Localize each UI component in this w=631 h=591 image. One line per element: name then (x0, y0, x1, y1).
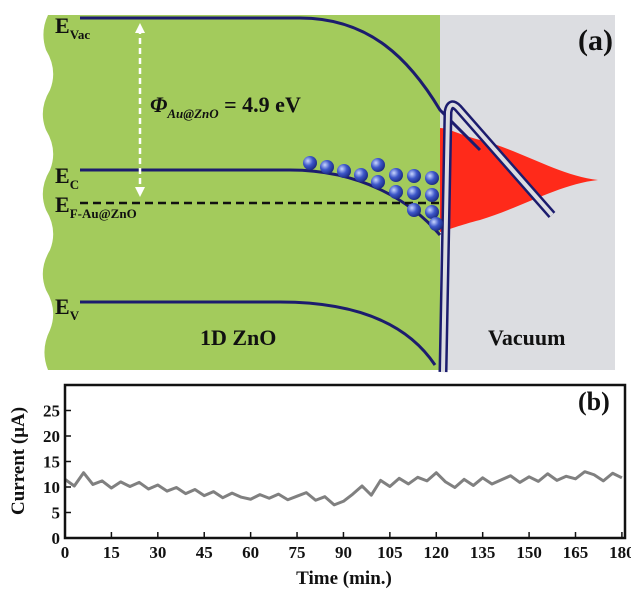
electron (429, 217, 443, 231)
electron (389, 185, 403, 199)
y-tick-label: 0 (52, 529, 61, 548)
y-tick-label: 5 (52, 504, 61, 523)
x-tick-label: 90 (335, 543, 352, 562)
panel-label: (a) (578, 24, 613, 57)
x-tick-label: 105 (377, 543, 403, 562)
x-tick-label: 30 (149, 543, 166, 562)
plot-frame (63, 383, 627, 540)
chart-title: (b) (578, 387, 610, 416)
x-tick-label: 0 (61, 543, 70, 562)
e-c-label: EC (55, 163, 79, 192)
x-tick-label: 15 (103, 543, 120, 562)
x-axis-label: Time (min.) (296, 568, 392, 589)
work-function-label: ΦAu@ZnO = 4.9 eV (150, 92, 301, 121)
label-sub: C (70, 177, 79, 192)
e-v-label: EV (55, 294, 80, 323)
label-rest: = 4.9 eV (219, 92, 301, 117)
e-vac-label: EVac (55, 13, 90, 42)
zno-region (42, 15, 441, 370)
label-sub: F-Au@ZnO (70, 206, 137, 221)
vacuum-label: Vacuum (488, 325, 565, 350)
valence-band (80, 300, 437, 366)
electron (407, 186, 421, 200)
label-main: E (55, 13, 70, 38)
x-tick-label: 165 (563, 543, 589, 562)
y-tick-label: 20 (43, 427, 60, 446)
band-diagram: EVac EC EF-Au@ZnO EV ΦAu@ZnO = 4.9 eV 1D… (42, 13, 615, 373)
data-line (64, 470, 623, 507)
electron (407, 203, 421, 217)
x-tick-label: 45 (196, 543, 213, 562)
electron (425, 171, 439, 185)
label-main: E (55, 163, 70, 188)
current-chart: Current (μA) Time (min.) (b) 0 5 10 15 20 25 0… (8, 383, 631, 589)
electron (354, 168, 368, 182)
label-sub: Vac (70, 27, 91, 42)
zno-label: 1D ZnO (200, 325, 276, 350)
label-sub: V (70, 308, 80, 323)
y-axis-label: Current (μA) (8, 407, 29, 515)
x-tick-label: 60 (242, 543, 259, 562)
x-tick-label: 150 (516, 543, 542, 562)
x-tick-label: 120 (424, 543, 450, 562)
electron (389, 168, 403, 182)
electron (371, 158, 385, 172)
electron (407, 169, 421, 183)
label-main: E (55, 294, 70, 319)
barrier-inner (441, 102, 554, 373)
x-tick-label: 75 (289, 543, 306, 562)
x-tick-label: 180 (609, 543, 631, 562)
label-sub: Au@ZnO (166, 106, 219, 121)
e-f-label: EF-Au@ZnO (55, 192, 137, 221)
vacuum-level (80, 16, 482, 152)
y-tick-label: 15 (43, 453, 60, 472)
label-main: Φ (150, 92, 167, 117)
y-tick-label: 10 (43, 478, 60, 497)
electron (337, 164, 351, 178)
electron (303, 156, 317, 170)
x-tick-label: 135 (470, 543, 496, 562)
electron (425, 205, 439, 219)
electron (320, 160, 334, 174)
electron (425, 188, 439, 202)
y-tick-label: 25 (43, 402, 60, 421)
electrons (303, 156, 443, 231)
electron (371, 175, 385, 189)
label-main: E (55, 192, 70, 217)
